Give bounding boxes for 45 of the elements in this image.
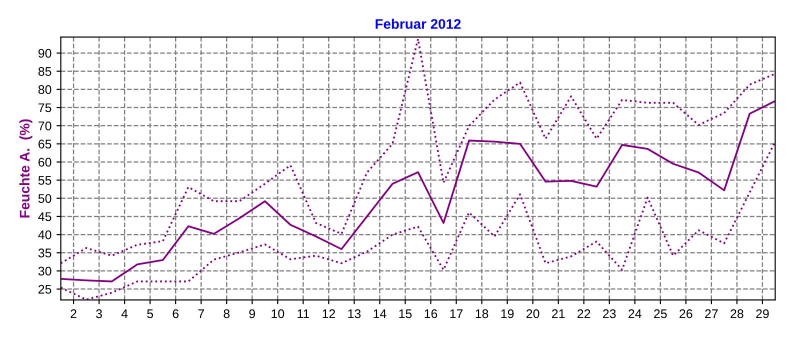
x-tick-label: 13	[348, 309, 361, 318]
x-tick-label: 4	[121, 309, 128, 318]
x-tick-label: 8	[224, 309, 230, 318]
x-tick-label: 16	[424, 309, 438, 318]
y-tick-label: 40	[38, 230, 52, 240]
x-tick-label: 18	[476, 309, 488, 318]
y-tick-label: 45	[38, 212, 52, 222]
y-tick-label: 65	[38, 140, 52, 148]
y-tick-label: 85	[38, 67, 52, 76]
line-series	[60, 100, 776, 282]
x-tick-label: 10	[272, 309, 284, 318]
y-tick-label: 50	[38, 194, 52, 203]
x-tick-label: 29	[756, 309, 769, 318]
x-tick-label: 9	[249, 309, 256, 318]
y-tick-label: 60	[38, 158, 52, 167]
x-tick-label: 3	[96, 309, 102, 318]
x-tick-label: 24	[628, 309, 642, 318]
x-tick-label: 11	[298, 309, 310, 318]
y-tick-label: 80	[38, 85, 52, 94]
x-tick-label: 2	[70, 309, 76, 318]
x-tick-label: 26	[680, 309, 692, 318]
chart-title: Februar 2012	[376, 18, 461, 29]
x-tick-label: 19	[501, 309, 514, 318]
x-tick-label: 6	[172, 309, 179, 318]
y-tick-label: 75	[38, 103, 52, 112]
x-tick-label: 5	[147, 309, 154, 318]
y-tick-label: 25	[38, 284, 52, 294]
x-tick-label: 14	[374, 309, 386, 318]
y-tick-label: 30	[38, 266, 52, 276]
x-tick-label: 15	[399, 309, 412, 318]
x-tick-label: 17	[450, 309, 463, 318]
x-tick-label: 7	[198, 309, 204, 318]
x-tick-label: 23	[603, 309, 616, 318]
x-tick-label: 12	[322, 309, 336, 318]
x-tick-label: 22	[578, 309, 590, 318]
x-tick-label: 25	[654, 309, 667, 318]
x-tick-label: 20	[526, 309, 540, 318]
y-tick-label: 90	[38, 48, 52, 58]
y-tick-label: 70	[38, 121, 52, 130]
x-tick-label: 27	[705, 309, 718, 318]
y-tick-label: 55	[38, 176, 52, 185]
x-tick-label: 28	[730, 309, 744, 318]
x-tick-label: 21	[552, 309, 565, 318]
y-tick-label: 35	[38, 248, 52, 258]
y-axis-title: Feuchte A. (%)	[19, 119, 32, 218]
